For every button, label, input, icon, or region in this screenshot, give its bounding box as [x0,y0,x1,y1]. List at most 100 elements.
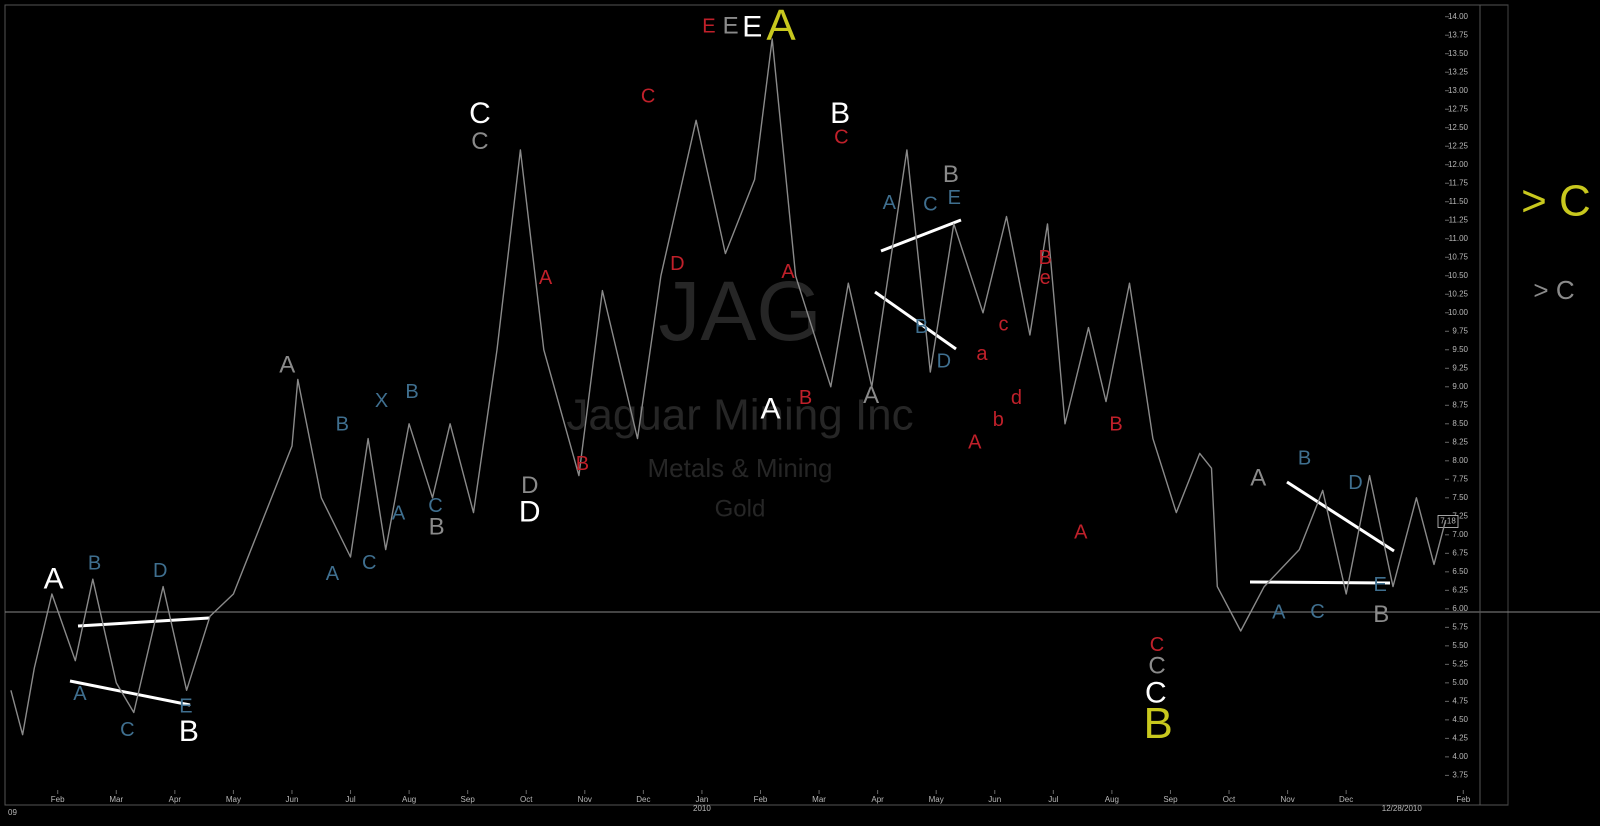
x-tick-label: Sep [461,795,476,804]
y-tick-label: 5.75 [1452,622,1468,631]
trend-line [77,616,210,628]
trend-line [880,218,962,253]
wave-label: C [428,495,442,517]
wave-label: E [723,12,739,39]
y-tick-label: 9.75 [1452,326,1468,335]
wave-label: B [1143,699,1172,748]
x-tick-label: Oct [1223,795,1236,804]
y-tick-label: 8.50 [1452,419,1468,428]
wave-label: D [1348,472,1362,494]
wave-label: C [469,97,491,130]
x-tick-label: May [929,795,944,804]
wave-label: D [521,472,538,499]
y-tick-label: 9.25 [1452,363,1468,372]
x-tick-label: May [226,795,241,804]
watermark-industry: Gold [715,495,766,522]
y-tick-label: 12.75 [1448,104,1469,113]
y-tick-label: 13.50 [1448,49,1469,58]
wave-label: A [1250,465,1266,492]
wave-label: A [392,502,406,524]
x-tick-label: Aug [402,795,416,804]
year-label: 2010 [693,804,711,813]
wave-label: A [539,267,553,289]
y-tick-label: 3.75 [1452,770,1468,779]
trend-line [69,679,191,707]
wave-label: C [120,719,134,741]
y-tick-label: 5.00 [1452,678,1468,687]
side-label: > C [1533,275,1574,305]
wave-label: a [976,343,988,365]
wave-label: A [279,351,295,378]
wave-label: D [153,560,167,582]
wave-label: B [1298,448,1311,470]
wave-label: X [375,390,388,412]
wave-label: D [519,495,541,528]
wave-label: C [1145,677,1167,710]
y-tick-label: 13.00 [1448,86,1469,95]
start-label: 09 [8,808,17,817]
wave-label: E [1373,574,1386,596]
wave-label: C [1310,601,1324,623]
y-tick-label: 11.50 [1449,197,1469,206]
wave-label: E [179,696,192,718]
wave-label: B [179,715,199,748]
x-tick-label: Feb [754,795,768,804]
y-tick-label: 11.00 [1449,234,1469,243]
y-tick-label: 13.25 [1448,67,1469,76]
y-tick-label: 12.25 [1448,141,1469,150]
wave-label: E [742,10,762,43]
wave-label: C [1148,653,1165,680]
x-tick-label: Jan [695,795,708,804]
y-tick-label: 8.75 [1452,400,1468,409]
wave-label: C [471,128,488,155]
y-tick-label: 9.50 [1452,345,1468,354]
watermark-sector: Metals & Mining [648,453,833,483]
x-tick-label: Mar [109,795,123,804]
watermark-symbol: JAG [658,264,821,358]
wave-label: A [766,1,796,50]
wave-label: B [1373,601,1389,628]
y-tick-label: 14.00 [1448,12,1469,21]
watermark-company: Jaguar Mining Inc [566,391,913,440]
y-tick-label: 6.25 [1452,585,1468,594]
wave-label: A [326,563,340,585]
wave-label: C [834,126,848,148]
y-tick-label: 10.75 [1448,252,1469,261]
y-tick-label: 10.25 [1448,289,1469,298]
y-tick-label: 10.50 [1448,271,1469,280]
wave-label: e [1040,267,1051,289]
wave-label: A [883,192,897,214]
y-tick-label: 7.75 [1452,474,1468,483]
x-tick-label: Feb [1456,795,1470,804]
wave-label: A [863,382,879,409]
y-tick-label: 12.50 [1448,123,1469,132]
wave-label: E [702,15,715,37]
y-tick-label: 6.75 [1452,548,1468,557]
wave-label: b [993,409,1004,431]
last-price-box [1437,515,1459,528]
y-tick-label: 7.50 [1452,493,1468,502]
wave-label: A [1272,602,1286,624]
x-tick-label: Feb [51,795,65,804]
x-tick-label: Jun [988,795,1001,804]
wave-label: d [1011,387,1022,409]
wave-label: B [405,381,418,403]
x-tick-label: Nov [1280,795,1294,804]
x-tick-label: Dec [636,795,650,804]
x-tick-label: Dec [1339,795,1353,804]
y-tick-label: 7.25 [1452,511,1468,520]
wave-label: A [44,563,64,596]
x-tick-label: Jun [286,795,299,804]
wave-label: C [641,86,655,108]
y-tick-label: 10.00 [1448,308,1469,317]
wave-label: A [760,392,780,425]
y-tick-label: 4.00 [1452,752,1468,761]
side-label: > C [1521,177,1591,226]
wave-label: C [1150,634,1164,656]
x-tick-label: Apr [169,795,182,804]
trend-line [874,290,957,351]
x-tick-label: Nov [578,795,592,804]
y-tick-label: 13.75 [1448,30,1469,39]
x-tick-label: Aug [1105,795,1119,804]
